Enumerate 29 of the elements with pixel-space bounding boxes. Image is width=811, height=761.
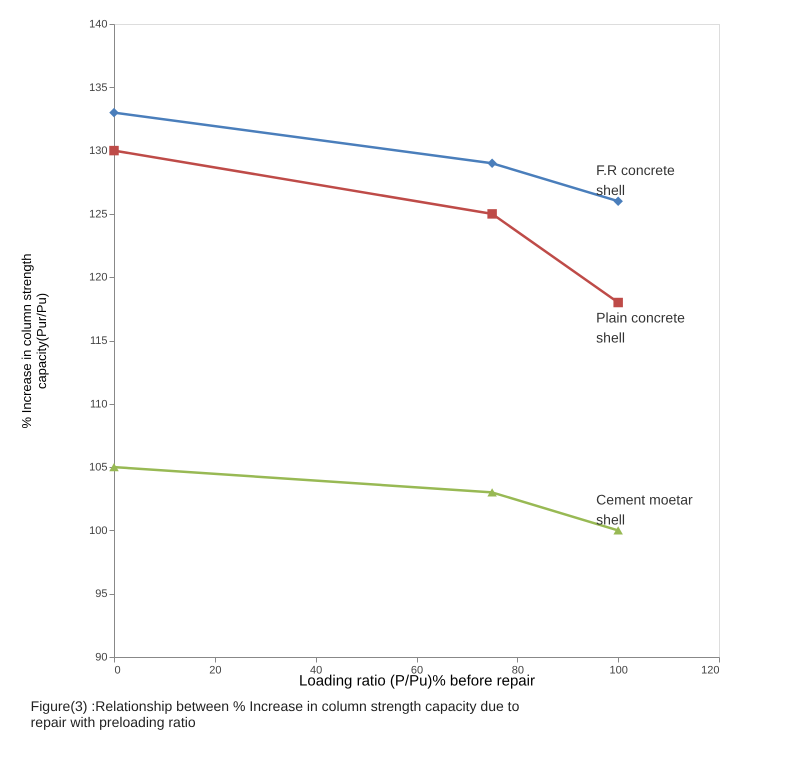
point — [487, 209, 497, 219]
y-tick-label: 105 — [89, 462, 108, 474]
text: Figure(3) :Relationship between % Increase in column strength capacity due to repair with preloading ratio — [30, 698, 520, 730]
y-axis-title: % Increase in column strength capacity(Pur/Pu) — [19, 254, 50, 428]
point — [109, 462, 119, 472]
y-tick-label: 130 — [89, 145, 108, 158]
point — [613, 298, 623, 308]
y-tick-label: 90 — [95, 652, 108, 664]
y-tick-label: 125 — [89, 208, 108, 220]
y-tick-label: 95 — [95, 588, 108, 600]
y-tick-label: 120 — [89, 272, 108, 284]
point — [487, 158, 497, 168]
point — [487, 488, 497, 497]
point — [613, 526, 623, 535]
x-tick-label: 100 — [609, 664, 628, 676]
y-tick-label: 135 — [89, 82, 108, 94]
x-tick-label: 20 — [209, 664, 222, 676]
point — [613, 196, 623, 206]
series-label: F.R concrete shell — [596, 162, 675, 198]
point — [109, 108, 119, 118]
point — [109, 146, 119, 156]
y-tick-label: 100 — [89, 524, 108, 537]
y-tick-label: 140 — [89, 18, 108, 30]
y-tick-label: 110 — [90, 398, 108, 410]
series-label: Plain concrete shell — [596, 310, 686, 346]
x-tick-label: 0 — [114, 664, 121, 676]
y-tick-label: 115 — [90, 335, 108, 347]
series-label: Cement moetar shell — [596, 491, 693, 528]
x-tick-label: 120 — [701, 664, 720, 676]
